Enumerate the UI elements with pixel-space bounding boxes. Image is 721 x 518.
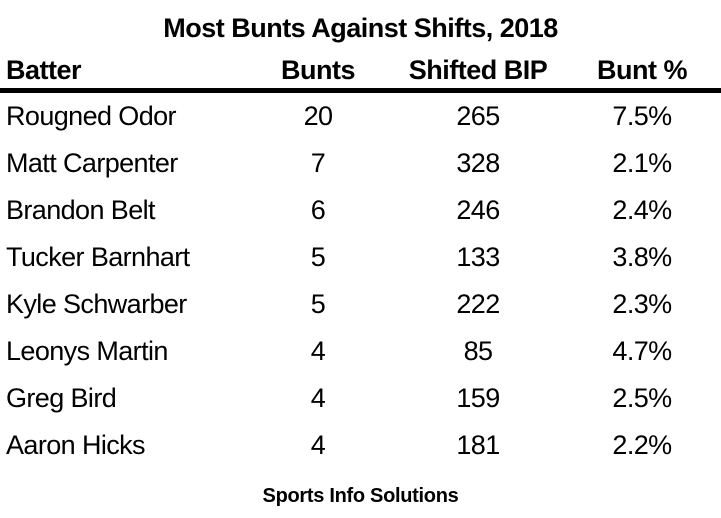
bunts-value: 5 [310, 289, 326, 319]
batter-name: Tucker Barnhart [6, 242, 190, 272]
table-row: Matt Carpenter 7 328 2.1% [0, 140, 721, 187]
shifted-bip-value: 85 [463, 336, 493, 366]
shifted-bip-value: 265 [456, 101, 500, 131]
batter-name: Kyle Schwarber [6, 289, 187, 319]
shifted-bip-value: 159 [456, 383, 500, 413]
bunt-pct-value: 7.5% [612, 101, 672, 131]
column-header-shifted-bip: Shifted BIP [408, 55, 548, 85]
column-header-batter: Batter [6, 55, 82, 85]
bunts-value: 5 [310, 242, 326, 272]
bunt-pct-value: 2.4% [612, 195, 672, 225]
shifted-bip-value: 246 [456, 195, 500, 225]
batter-name: Brandon Belt [6, 195, 156, 225]
bunts-value: 4 [310, 336, 326, 366]
table-row: Brandon Belt 6 246 2.4% [0, 187, 721, 234]
table-row: Aaron Hicks 4 181 2.2% [0, 422, 721, 469]
batter-name: Greg Bird [6, 383, 117, 413]
bunts-value: 7 [310, 148, 326, 178]
batter-name: Rougned Odor [6, 101, 177, 131]
table-body: Rougned Odor 20 265 7.5% Matt Carpenter … [0, 93, 721, 469]
table-row: Leonys Martin 4 85 4.7% [0, 328, 721, 375]
bunt-pct-value: 2.1% [612, 148, 672, 178]
batter-name: Matt Carpenter [6, 148, 178, 178]
bunt-pct-value: 2.3% [612, 289, 672, 319]
shifted-bip-value: 222 [456, 289, 500, 319]
batter-name: Aaron Hicks [6, 430, 146, 460]
table-row: Tucker Barnhart 5 133 3.8% [0, 234, 721, 281]
source-credit: Sports Info Solutions [262, 485, 459, 507]
shifted-bip-value: 133 [456, 242, 500, 272]
table-row: Rougned Odor 20 265 7.5% [0, 93, 721, 140]
batter-name: Leonys Martin [6, 336, 168, 366]
table-row: Kyle Schwarber 5 222 2.3% [0, 281, 721, 328]
shifted-bip-value: 328 [456, 148, 500, 178]
bunt-pct-value: 4.7% [612, 336, 672, 366]
column-header-bunts: Bunts [281, 55, 356, 85]
bunts-value: 20 [303, 101, 333, 131]
bunt-pct-value: 2.5% [612, 383, 672, 413]
shifted-bip-value: 181 [456, 430, 500, 460]
page-title: Most Bunts Against Shifts, 2018 [163, 13, 558, 43]
table-header-row: Batter Bunts Shifted BIP Bunt % [0, 48, 721, 93]
bunt-pct-value: 2.2% [612, 430, 672, 460]
table-row: Greg Bird 4 159 2.5% [0, 375, 721, 422]
bunt-pct-value: 3.8% [612, 242, 672, 272]
bunts-value: 4 [310, 430, 326, 460]
bunts-value: 4 [310, 383, 326, 413]
column-header-bunt-pct: Bunt % [597, 55, 687, 85]
bunts-value: 6 [310, 195, 326, 225]
